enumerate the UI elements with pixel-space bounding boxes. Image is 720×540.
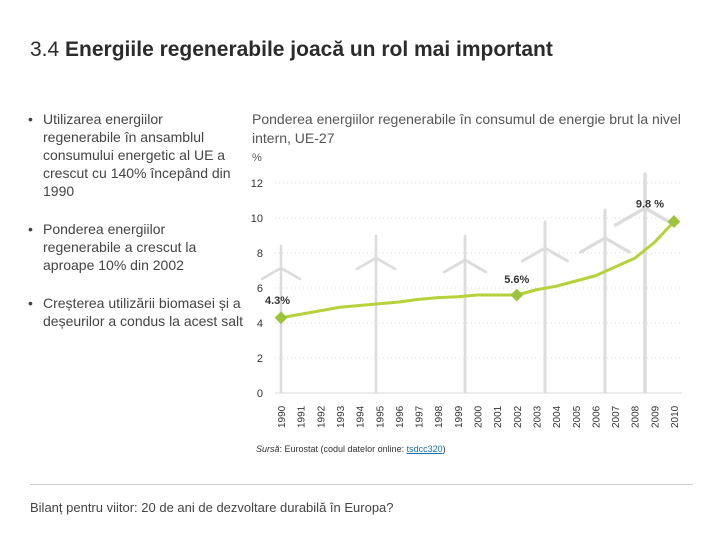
turbine-blade — [260, 266, 283, 281]
data-label: 9.8 % — [636, 199, 664, 211]
x-tick-label: 1991 — [297, 405, 308, 428]
series-line — [280, 220, 676, 320]
x-tick-labels: 1990 1991 1992 1993 1994 1995 1996 1997 1998 1999… — [277, 405, 681, 428]
bullet-list: Utilizarea energiilor regenerabile în an… — [28, 110, 243, 350]
turbine-blade — [543, 246, 569, 263]
data-label: 5.6% — [504, 274, 529, 286]
turbine-blade — [279, 266, 302, 281]
x-tick-label: 2007 — [611, 405, 622, 428]
x-tick-label: 2006 — [591, 405, 602, 428]
x-tick-label: 2008 — [631, 405, 642, 428]
chart-title: Ponderea energiilor regenerabile în cons… — [252, 111, 681, 146]
y-tick-label: 2 — [257, 353, 263, 365]
turbine-blade — [463, 258, 488, 274]
y-tick-labels: 0 2 4 6 8 10 12 — [251, 178, 263, 400]
y-tick-label: 6 — [257, 283, 263, 295]
annotations: 4.3% 5.6% 9.8 % — [265, 199, 681, 325]
y-tick-label: 10 — [251, 213, 263, 225]
source-note: Sursă: Eurostat (codul datelor online: t… — [256, 444, 446, 454]
footer-text: Bilanț pentru viitor: 20 de ani de dezvo… — [30, 500, 394, 515]
x-tick-label: 2001 — [493, 405, 504, 428]
turbine-blade — [355, 256, 378, 271]
data-point-marker — [274, 311, 288, 325]
bullet-item: Utilizarea energiilor regenerabile în an… — [28, 110, 243, 200]
data-point-marker — [510, 288, 524, 302]
y-gridlines — [275, 182, 682, 394]
data-label: 4.3% — [265, 295, 290, 307]
title-number: 3.4 — [30, 38, 60, 61]
x-tick-label: 1995 — [375, 405, 386, 428]
x-tick-label: 2009 — [650, 405, 661, 428]
source-label: Sursă — [256, 444, 280, 454]
turbine-blade — [442, 258, 467, 274]
x-tick-label: 1992 — [316, 405, 327, 428]
x-tick-label: 1993 — [336, 405, 347, 428]
source-close: ) — [442, 444, 446, 454]
title-text: Energiile regenerabile joacă un rol mai … — [65, 38, 553, 61]
x-tick-label: 2000 — [474, 405, 485, 428]
x-tick-label: 1994 — [356, 405, 367, 428]
turbine-blade — [613, 206, 647, 227]
x-tick-label: 1999 — [454, 405, 465, 428]
y-tick-label: 0 — [257, 388, 263, 400]
bullet-item: Ponderea energiilor regenerabile a cresc… — [28, 220, 243, 274]
y-tick-label: 12 — [251, 178, 263, 190]
x-tick-label: 1996 — [395, 405, 406, 428]
x-tick-label: 2005 — [572, 405, 583, 428]
turbine-blade — [603, 236, 631, 254]
source-link[interactable]: tsdcc320 — [406, 444, 443, 454]
turbine-blade — [579, 236, 607, 254]
x-tick-label: 2010 — [670, 405, 681, 428]
x-tick-label: 2003 — [532, 405, 543, 428]
page-title: 3.4 Energiile regenerabile joacă un rol … — [30, 38, 553, 62]
y-axis-unit: % — [252, 152, 262, 164]
x-tick-label: 2004 — [552, 405, 563, 428]
series-line — [280, 220, 676, 320]
y-tick-label: 8 — [257, 248, 263, 260]
x-tick-label: 1998 — [434, 405, 445, 428]
x-tick-label: 2002 — [513, 405, 524, 428]
x-tick-label: 1990 — [277, 405, 288, 428]
turbine-blade — [374, 256, 397, 271]
turbine-blade — [521, 246, 547, 263]
bullet-item: Creșterea utilizării biomasei și a deșeu… — [28, 294, 243, 330]
source-text: : Eurostat (codul datelor online: — [279, 444, 407, 454]
x-tick-label: 1997 — [415, 405, 426, 428]
turbine-background — [260, 172, 677, 393]
y-tick-label: 4 — [257, 318, 263, 330]
divider — [30, 484, 693, 485]
